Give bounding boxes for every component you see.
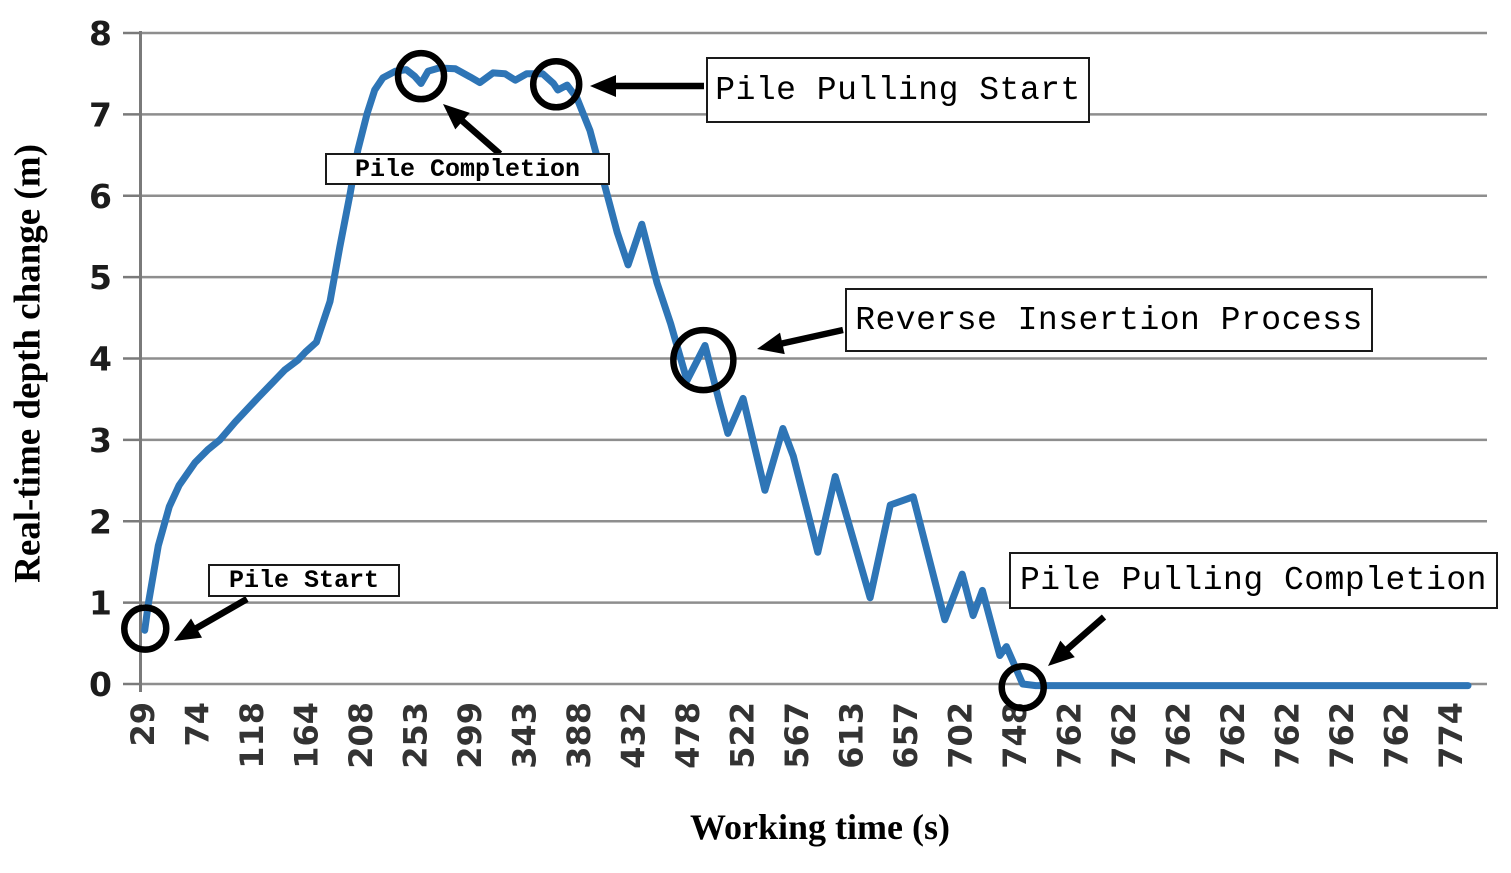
arrow-shaft xyxy=(187,596,249,635)
x-tick-label: 253 xyxy=(397,702,435,769)
x-tick-label: 762 xyxy=(1378,702,1416,769)
y-tick-label: 4 xyxy=(89,340,112,379)
x-tick-label: 164 xyxy=(288,702,326,769)
y-tick-label: 1 xyxy=(89,584,112,623)
x-tick-label: 748 xyxy=(996,702,1034,769)
highlight-circles xyxy=(121,49,1047,712)
x-tick-label: 343 xyxy=(506,702,544,769)
gridlines xyxy=(140,31,1487,686)
y-tick-label: 6 xyxy=(89,177,112,216)
x-tick-label: 29 xyxy=(124,702,162,747)
arrow-head xyxy=(443,104,470,130)
x-tick-label: 613 xyxy=(833,702,871,769)
x-tick-label: 702 xyxy=(942,702,980,769)
annotation-arrows xyxy=(174,75,1107,666)
highlight-circle xyxy=(121,604,170,653)
axes xyxy=(123,31,142,692)
y-tick-label: 8 xyxy=(89,14,112,53)
x-tick-label: 567 xyxy=(778,702,816,769)
x-tick-label: 432 xyxy=(615,702,653,769)
x-tick-label: 208 xyxy=(342,702,380,769)
x-tick-label: 388 xyxy=(560,702,598,769)
x-tick-label: 118 xyxy=(233,702,271,769)
annotation-pile-pulling-completion: Pile Pulling Completion xyxy=(1009,552,1498,609)
y-tick-label: 2 xyxy=(89,502,112,541)
x-tick-label: 762 xyxy=(1269,702,1307,769)
arrow-head xyxy=(174,618,203,641)
highlight-circle xyxy=(670,326,737,394)
x-axis-title: Working time (s) xyxy=(690,807,950,847)
arrow-head xyxy=(757,332,785,355)
x-tick-label: 299 xyxy=(451,702,489,769)
x-tick-label: 762 xyxy=(1105,702,1143,769)
x-tick-label: 762 xyxy=(1051,702,1089,769)
y-tick-label: 7 xyxy=(89,95,112,134)
highlight-circle xyxy=(529,58,583,111)
depth-curve xyxy=(141,64,1472,690)
x-tick-label: 522 xyxy=(724,702,762,769)
x-tick-label: 74 xyxy=(179,702,217,747)
highlight-circle xyxy=(394,49,448,103)
arrow-head xyxy=(1048,640,1075,666)
y-tick-label: 5 xyxy=(89,258,112,297)
x-tick-label: 774 xyxy=(1432,702,1470,769)
arrow-shaft xyxy=(454,113,503,157)
x-tick-label: 478 xyxy=(669,702,707,769)
y-tick-label: 0 xyxy=(89,665,112,704)
annotation-pile-pulling-start: Pile Pulling Start xyxy=(706,57,1090,123)
x-tick-label: 657 xyxy=(887,702,925,769)
y-tick-label: 3 xyxy=(89,421,112,460)
highlight-circle xyxy=(998,663,1047,712)
annotation-reverse-insertion-process: Reverse Insertion Process xyxy=(845,288,1373,352)
x-tick-label: 762 xyxy=(1160,702,1198,769)
x-tick-label: 762 xyxy=(1323,702,1361,769)
annotation-pile-start: Pile Start xyxy=(208,564,400,597)
x-tick-label: 762 xyxy=(1214,702,1252,769)
annotation-pile-completion: Pile Completion xyxy=(325,153,610,185)
arrow-head xyxy=(590,75,616,97)
arrow-shaft xyxy=(773,326,844,349)
arrow-shaft xyxy=(1059,614,1107,657)
y-axis-title: Real-time depth change (m) xyxy=(7,144,49,583)
